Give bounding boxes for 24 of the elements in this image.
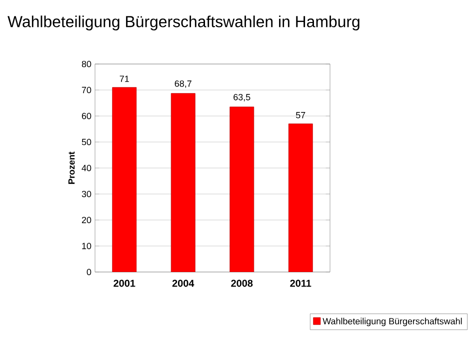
x-tick-label: 2008 (231, 280, 253, 287)
text: 68,7 (174, 80, 192, 88)
y-tick-label: 0 (86, 268, 92, 276)
y-tick-label: 10 (82, 242, 92, 250)
x-tick-label: 2004 (172, 280, 194, 287)
y-tick-label: 70 (82, 86, 92, 94)
y-tick-label: 40 (82, 164, 92, 172)
text: 71 (120, 76, 129, 82)
bar (288, 124, 313, 272)
y-tick-label: 80 (82, 60, 92, 68)
y-tick-label: 60 (82, 112, 92, 120)
legend-label: Wahlbeteiligung Bürgerschaftswahl (322, 318, 462, 326)
bar (170, 93, 196, 272)
x-tick-label: 2001 (114, 280, 136, 287)
y-tick-label: 30 (82, 190, 92, 198)
bar (230, 106, 254, 272)
x-tick-label: 2011 (290, 280, 312, 287)
y-tick-label: 20 (82, 216, 92, 224)
text: 63,5 (234, 94, 250, 102)
text: 57 (296, 112, 306, 118)
bar (112, 87, 137, 272)
y-axis-title: Prozent (68, 152, 75, 184)
y-tick-label: 50 (82, 138, 92, 146)
chart-title: Wahlbeteiligung Bürgerschaftswahlen in Hamburg (8, 16, 360, 30)
